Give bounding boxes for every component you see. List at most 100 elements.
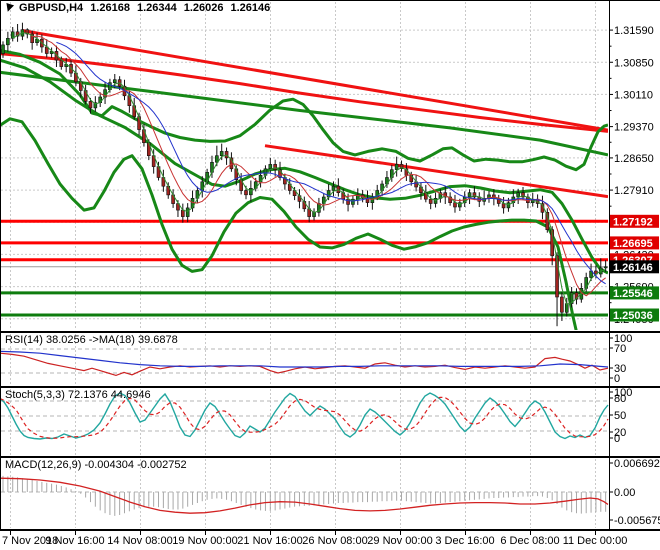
- price-badge: [610, 214, 659, 228]
- candle-body: [15, 31, 20, 37]
- price-badge-label: 1.25036: [613, 310, 653, 322]
- candle-body: [574, 292, 579, 300]
- price-axis[interactable]: [609, 0, 660, 530]
- candle-body: [6, 37, 10, 46]
- band-middle: [1, 58, 608, 275]
- rsi-label: RSI(14) 38.0256 ->MA(18) 39.6878: [5, 334, 178, 346]
- time-axis[interactable]: [0, 531, 660, 550]
- candle-body: [560, 296, 564, 313]
- price-badge-label: 1.26695: [613, 238, 653, 250]
- stoch-scale-label: 80: [614, 393, 626, 405]
- candle-body: [394, 164, 399, 170]
- band-upper: [1, 49, 608, 172]
- time-tick-label: 19 Nov 00:00: [172, 535, 237, 547]
- channel-lower-line: [264, 144, 608, 199]
- candle-body: [555, 255, 559, 298]
- ohlc-open-value: 1.26168: [90, 2, 130, 14]
- ohlc-close-value: 1.26146: [230, 2, 271, 14]
- price-badge: [610, 308, 659, 322]
- candle-body: [399, 164, 404, 169]
- ohlc-high-value: 1.26344: [136, 2, 177, 14]
- price-tick-label: 1.31590: [614, 25, 654, 37]
- band-lower: [1, 117, 578, 330]
- channel-upper-line: [21, 29, 608, 132]
- candle-body: [458, 202, 462, 208]
- price-tick-label: 1.30850: [614, 57, 654, 69]
- price-tick-label: 1.30110: [614, 89, 653, 101]
- price-tick-label: 1.28650: [614, 153, 654, 165]
- candle-body: [273, 164, 277, 170]
- ma-200-line: [1, 52, 608, 133]
- stochastic-main-line: [0, 392, 609, 440]
- stoch-scale-label: 0: [614, 433, 620, 445]
- chart-title: GBPUSD,H4 1.26168 1.26344 1.26026 1.2614…: [3, 2, 277, 14]
- candle-body: [506, 202, 511, 209]
- price-badge: [610, 236, 659, 250]
- candle-body: [589, 270, 593, 278]
- candle-body: [185, 207, 190, 217]
- main-chart-panel[interactable]: [0, 2, 609, 331]
- candle-body: [1, 44, 5, 54]
- price-badge-label: 1.26146: [613, 262, 653, 274]
- time-tick-label: 3 Dec 16:00: [435, 535, 494, 547]
- main-chart-layer: [1, 22, 608, 330]
- price-badge: [610, 286, 659, 300]
- time-tick-label: 9 Nov 16:00: [45, 535, 104, 547]
- ohlc-low-value: 1.26026: [183, 2, 224, 14]
- candle-body: [244, 190, 248, 196]
- panel-separator[interactable]: [0, 456, 660, 458]
- time-tick-label: 26 Nov 08:00: [302, 535, 367, 547]
- stoch-scale-label: 20: [614, 427, 626, 439]
- price-badge-label: 1.25546: [613, 288, 653, 300]
- price-badge-label: 1.27192: [613, 216, 653, 228]
- candle-body: [472, 192, 477, 198]
- rsi-scale-label: 0: [614, 373, 620, 385]
- time-tick-label: 11 Dec 00:00: [563, 535, 628, 547]
- candle-body: [93, 102, 98, 109]
- rsi-scale-label: 30: [614, 363, 626, 375]
- stochastic-signal-line: [0, 396, 609, 439]
- candle-body: [25, 29, 30, 35]
- candle-body: [219, 151, 224, 156]
- candle-body: [351, 198, 355, 205]
- time-tick-label: 29 Nov 00:00: [367, 535, 432, 547]
- time-tick-label: 14 Nov 08:00: [107, 535, 172, 547]
- stoch-scale-label: 100: [614, 387, 632, 399]
- candle-body: [59, 59, 64, 67]
- stoch-scale-label: 50: [614, 410, 626, 422]
- candle-body: [268, 164, 273, 169]
- ma-7-line: [32, 35, 606, 297]
- rsi-ma-line: [0, 350, 609, 368]
- time-tick-label: 7 Nov 2018: [2, 535, 58, 547]
- time-tick-label: 6 Dec 08:00: [500, 535, 559, 547]
- candle-body: [88, 101, 93, 109]
- candle-body: [331, 185, 336, 191]
- ma-12-line: [56, 41, 606, 285]
- rsi-scale-label: 70: [614, 343, 626, 355]
- macd-signal-line: [0, 477, 609, 514]
- candle-body: [30, 33, 34, 43]
- candle-body: [428, 198, 433, 204]
- panel-separator[interactable]: [0, 331, 660, 333]
- macd-label: MACD(12,26,9) -0.004304 -0.002752: [5, 459, 187, 471]
- candle-body: [215, 155, 219, 163]
- symbol-marker-icon: [3, 2, 15, 14]
- macd-scale-label: -0.005675: [614, 515, 660, 527]
- macd-scale-label: 0.00: [614, 487, 635, 499]
- price-tick-label: 1.27910: [614, 185, 654, 197]
- price-badge: [610, 260, 659, 274]
- ma-3-line: [12, 32, 606, 305]
- price-tick-label: 1.29370: [614, 122, 654, 134]
- rsi-line: [0, 352, 609, 377]
- time-tick-label: 21 Nov 16:00: [237, 535, 302, 547]
- candle-body: [278, 169, 282, 178]
- panel-separator[interactable]: [0, 529, 660, 531]
- symbol-label: GBPUSD,H4: [19, 2, 84, 14]
- candle-body: [603, 266, 608, 269]
- stoch-label: Stoch(5,3,3) 72.1376 44.6946: [5, 389, 151, 401]
- panel-separator[interactable]: [0, 386, 660, 388]
- candle-body: [521, 192, 525, 198]
- candle-body: [112, 79, 117, 83]
